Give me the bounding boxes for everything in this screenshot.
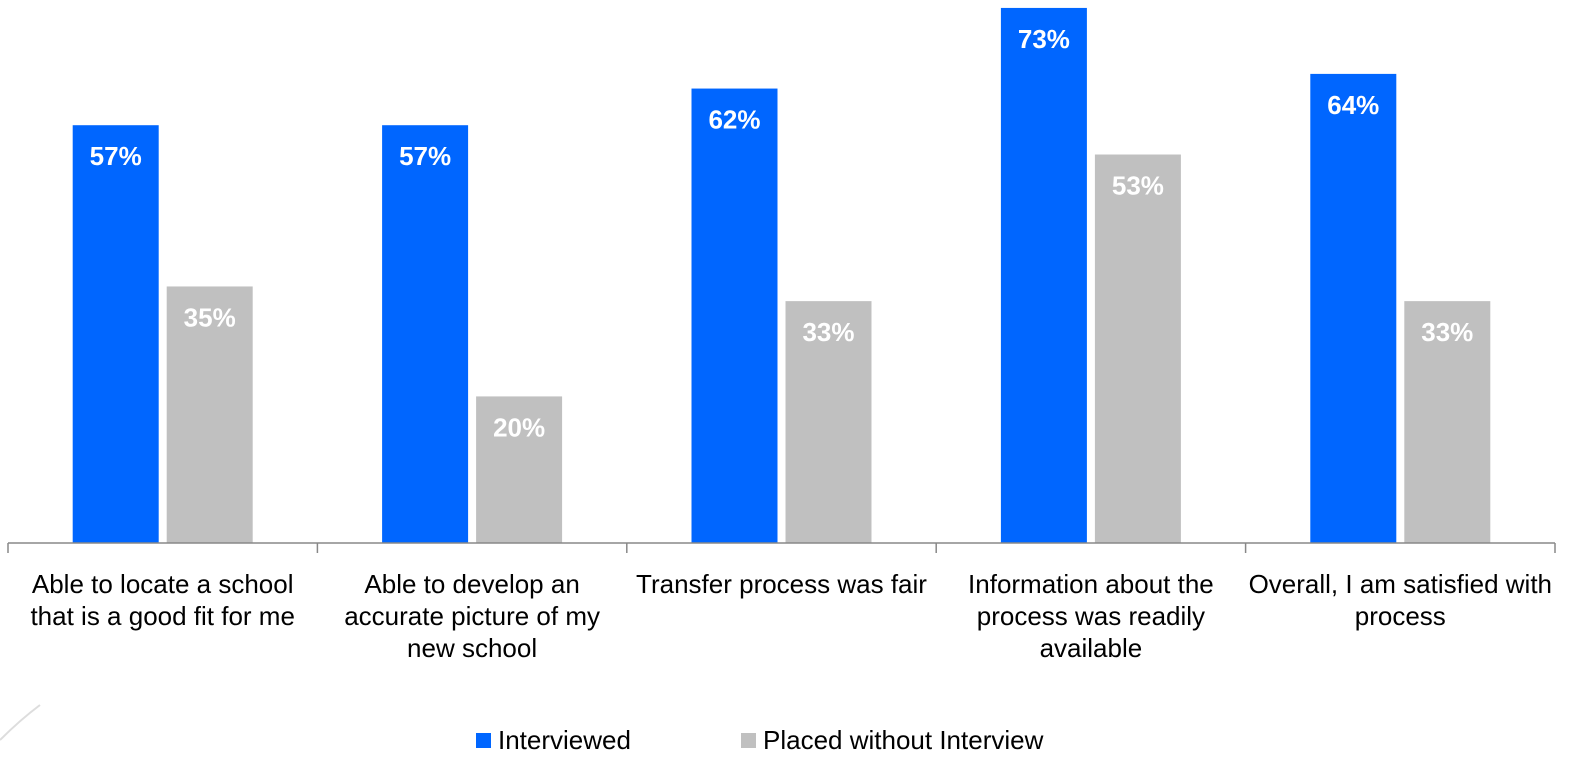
legend-swatch xyxy=(476,733,491,748)
bar xyxy=(1310,73,1397,543)
bar xyxy=(1094,154,1181,543)
data-label: 35% xyxy=(184,302,236,332)
bar xyxy=(72,125,159,543)
data-label: 33% xyxy=(1421,317,1473,347)
data-label: 73% xyxy=(1018,24,1070,54)
data-label: 57% xyxy=(90,141,142,171)
bar xyxy=(1404,301,1491,543)
legend-label: Interviewed xyxy=(498,725,631,755)
legend-label: Placed without Interview xyxy=(763,725,1044,755)
data-label: 57% xyxy=(399,141,451,171)
bar xyxy=(1000,7,1087,543)
data-label: 64% xyxy=(1327,90,1379,120)
bar xyxy=(691,88,778,543)
x-tick-label: Transfer process was fair xyxy=(636,569,927,599)
bar xyxy=(382,125,469,543)
bar xyxy=(476,396,563,543)
decoration xyxy=(0,704,41,741)
x-tick-label: Overall, I am satisfied with process xyxy=(1248,569,1553,631)
x-tick-label: Able to develop an accurate picture of m… xyxy=(344,569,600,663)
legend-swatch xyxy=(741,733,756,748)
data-label: 20% xyxy=(493,412,545,442)
data-label: 33% xyxy=(802,317,854,347)
bar xyxy=(785,301,872,543)
x-tick-label: Able to locate a school that is a good f… xyxy=(30,569,295,631)
data-label: 53% xyxy=(1112,170,1164,200)
data-label: 62% xyxy=(708,104,760,134)
x-tick-label: Information about the process was readil… xyxy=(968,569,1214,663)
bar xyxy=(166,286,253,543)
